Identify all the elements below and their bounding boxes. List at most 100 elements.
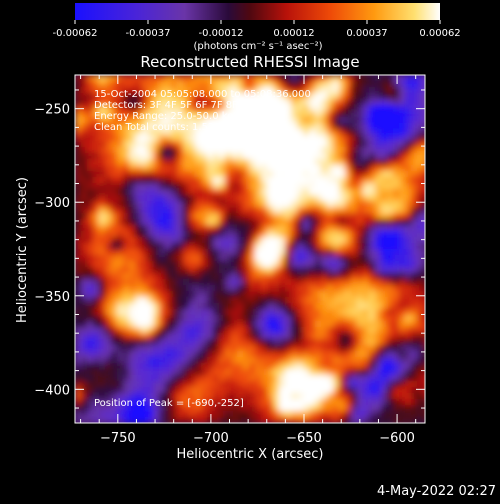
- heatmap-cell: [159, 213, 166, 220]
- heatmap-cell: [249, 327, 256, 334]
- heatmap-cell: [177, 219, 184, 226]
- heatmap-cell: [381, 357, 388, 364]
- heatmap-cell: [75, 141, 82, 148]
- heatmap-cell: [189, 249, 196, 256]
- heatmap-cell: [291, 339, 298, 346]
- heatmap-cell: [207, 105, 214, 112]
- heatmap-cell: [399, 297, 406, 304]
- heatmap-cell: [417, 339, 424, 346]
- heatmap-cell: [219, 231, 226, 238]
- heatmap-cell: [141, 273, 148, 280]
- heatmap-cell: [375, 279, 382, 286]
- heatmap-cell: [369, 225, 376, 232]
- heatmap-cell: [111, 237, 118, 244]
- heatmap-cell: [357, 393, 364, 400]
- heatmap-cell: [327, 327, 334, 334]
- heatmap-cell: [219, 219, 226, 226]
- heatmap-cell: [87, 249, 94, 256]
- heatmap-cell: [81, 243, 88, 250]
- heatmap-cell: [159, 177, 166, 184]
- heatmap-cell: [249, 201, 256, 208]
- heatmap-cell: [399, 417, 406, 423]
- heatmap-cell: [267, 411, 274, 418]
- heatmap-cell: [321, 273, 328, 280]
- heatmap-cell: [87, 375, 94, 382]
- heatmap-cell: [87, 123, 94, 130]
- heatmap-cell: [213, 351, 220, 358]
- heatmap-cell: [303, 213, 310, 220]
- heatmap-cell: [183, 75, 190, 82]
- heatmap-cell: [111, 345, 118, 352]
- heatmap-cell: [405, 399, 412, 406]
- heatmap-cell: [147, 291, 154, 298]
- heatmap-cell: [297, 249, 304, 256]
- heatmap-cell: [75, 249, 82, 256]
- heatmap-cell: [399, 321, 406, 328]
- heatmap-cell: [207, 141, 214, 148]
- heatmap-cell: [333, 153, 340, 160]
- heatmap-cell: [123, 189, 130, 196]
- heatmap-cell: [351, 105, 358, 112]
- heatmap-cell: [351, 135, 358, 142]
- heatmap-cell: [159, 279, 166, 286]
- heatmap-cell: [255, 189, 262, 196]
- heatmap-cell: [411, 81, 418, 88]
- heatmap-cell: [147, 237, 154, 244]
- heatmap-cell: [201, 81, 208, 88]
- heatmap-cell: [285, 321, 292, 328]
- heatmap-cell: [315, 75, 322, 82]
- heatmap-cell: [135, 117, 142, 124]
- heatmap-cell: [327, 81, 334, 88]
- heatmap-cell: [87, 261, 94, 268]
- heatmap-cell: [273, 291, 280, 298]
- heatmap-cell: [117, 195, 124, 202]
- heatmap-cell: [261, 303, 268, 310]
- heatmap-cell: [117, 357, 124, 364]
- heatmap-cell: [129, 315, 136, 322]
- heatmap-cell: [171, 129, 178, 136]
- heatmap-cell: [381, 315, 388, 322]
- heatmap-cell: [213, 141, 220, 148]
- heatmap-cell: [309, 411, 316, 418]
- heatmap-cell: [243, 93, 250, 100]
- heatmap-cell: [171, 135, 178, 142]
- heatmap-cell: [327, 147, 334, 154]
- heatmap-cell: [255, 399, 262, 406]
- heatmap-cell: [411, 135, 418, 142]
- heatmap-cell: [183, 315, 190, 322]
- heatmap-cell: [81, 177, 88, 184]
- heatmap-cell: [297, 123, 304, 130]
- heatmap-cell: [75, 315, 82, 322]
- heatmap-cell: [369, 237, 376, 244]
- heatmap-cell: [363, 159, 370, 166]
- heatmap-cell: [213, 111, 220, 118]
- heatmap-cell: [255, 267, 262, 274]
- heatmap-cell: [171, 357, 178, 364]
- heatmap-cell: [393, 153, 400, 160]
- heatmap-cell: [321, 165, 328, 172]
- heatmap-cell: [213, 261, 220, 268]
- heatmap-cell: [159, 387, 166, 394]
- heatmap-cell: [141, 111, 148, 118]
- heatmap-cell: [291, 291, 298, 298]
- heatmap-cell: [141, 75, 148, 82]
- heatmap-cell: [345, 351, 352, 358]
- heatmap-cell: [165, 405, 172, 412]
- heatmap-cell: [369, 147, 376, 154]
- heatmap-cell: [339, 381, 346, 388]
- heatmap-cell: [357, 369, 364, 376]
- heatmap-cell: [159, 111, 166, 118]
- heatmap-cell: [81, 219, 88, 226]
- heatmap-cell: [165, 117, 172, 124]
- heatmap-cell: [141, 297, 148, 304]
- heatmap-cell: [255, 309, 262, 316]
- heatmap-cell: [117, 165, 124, 172]
- heatmap-cell: [261, 321, 268, 328]
- heatmap-cell: [417, 159, 424, 166]
- heatmap-cell: [285, 129, 292, 136]
- heatmap-cell: [411, 381, 418, 388]
- heatmap-cell: [321, 195, 328, 202]
- heatmap-cell: [363, 285, 370, 292]
- heatmap-cell: [189, 327, 196, 334]
- heatmap-cell: [423, 177, 425, 184]
